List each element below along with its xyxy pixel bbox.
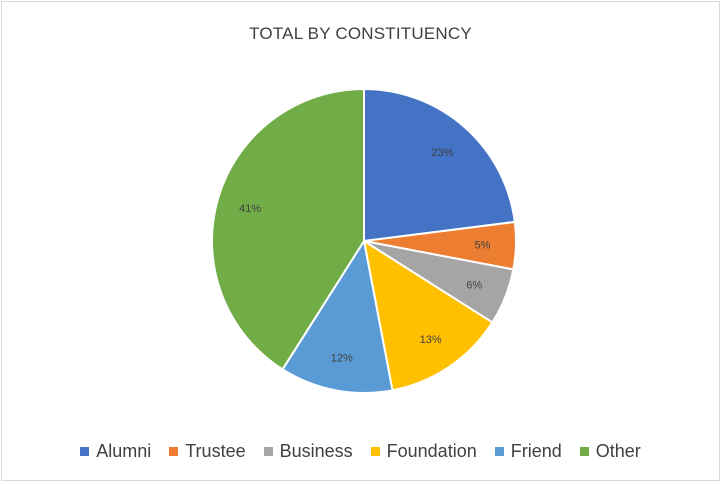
data-label-foundation: 13% bbox=[420, 334, 442, 346]
legend-item-foundation: Foundation bbox=[370, 441, 477, 462]
legend: Alumni Trustee Business Foundation Friend Oth… bbox=[2, 441, 719, 462]
legend-item-trustee: Trustee bbox=[169, 441, 246, 462]
data-label-trustee: 5% bbox=[475, 240, 491, 252]
data-label-other: 41% bbox=[239, 203, 261, 215]
data-label-friend: 12% bbox=[331, 352, 353, 364]
legend-swatch bbox=[370, 447, 380, 456]
chart-title: TOTAL BY CONSTITUENCY bbox=[249, 24, 472, 43]
legend-label: Alumni bbox=[96, 441, 152, 461]
pie-slice-friend bbox=[281, 238, 394, 394]
pie-slice-other bbox=[211, 87, 365, 371]
legend-item-alumni: Alumni bbox=[80, 441, 151, 462]
legend-label: Trustee bbox=[185, 441, 246, 461]
legend-label: Foundation bbox=[386, 441, 477, 461]
pie-slice-foundation bbox=[362, 238, 494, 392]
legend-swatch bbox=[80, 447, 90, 456]
legend-swatch bbox=[494, 447, 504, 456]
legend-swatch bbox=[263, 447, 273, 456]
data-label-business: 6% bbox=[466, 280, 482, 292]
legend-label: Business bbox=[279, 441, 353, 461]
data-label-alumni: 23% bbox=[431, 147, 453, 159]
legend-label: Friend bbox=[510, 441, 562, 461]
legend-swatch bbox=[579, 447, 589, 456]
legend-label: Other bbox=[595, 441, 641, 461]
pie-slice-alumni bbox=[363, 87, 516, 243]
legend-swatch bbox=[169, 447, 179, 456]
legend-item-business: Business bbox=[263, 441, 353, 462]
legend-item-friend: Friend bbox=[494, 441, 562, 462]
legend-item-other: Other bbox=[579, 441, 641, 462]
